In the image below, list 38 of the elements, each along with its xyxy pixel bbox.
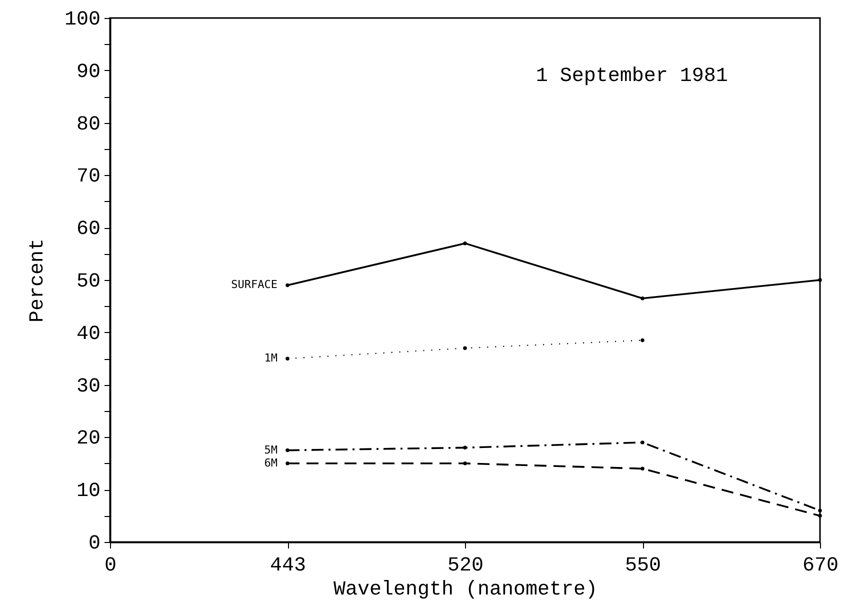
y-tick-label: 40 [76, 322, 100, 346]
series-label: 6M [264, 456, 278, 470]
y-tick-label: 50 [76, 270, 100, 294]
y-tick-label: 30 [76, 375, 100, 398]
point [640, 338, 644, 342]
y-axis-title: Percent [26, 238, 50, 323]
point [463, 241, 467, 246]
y-tick-label: 80 [76, 113, 100, 136]
x-tick-label: 0 [104, 554, 117, 578]
y-tick-label: 70 [76, 166, 100, 189]
y-tick-label: 0 [88, 532, 100, 556]
point [286, 448, 290, 452]
point [640, 466, 644, 471]
series-label: 1M [264, 352, 278, 365]
y-tick-label: 20 [76, 428, 100, 451]
point [818, 508, 822, 512]
x-tick-label: 443 [270, 554, 306, 578]
series-label: SURFACE [231, 278, 278, 292]
y-tick-label: 60 [76, 218, 100, 242]
y-tick-label: 90 [76, 60, 100, 84]
x-tick-label: 670 [802, 554, 839, 578]
point [286, 462, 290, 466]
point [640, 296, 644, 300]
x-tick-label: 550 [624, 554, 662, 578]
annotation: 1 September 1981 [536, 65, 728, 88]
point [286, 356, 290, 360]
series-label: 5M [264, 443, 278, 456]
point [640, 440, 644, 444]
x-axis-title: Wavelength (nanometre) [333, 578, 598, 602]
point [463, 462, 467, 466]
point [818, 514, 822, 518]
point [818, 278, 822, 282]
x-tick-label: 520 [447, 554, 484, 578]
y-tick-label: 100 [64, 8, 100, 32]
point [463, 446, 467, 450]
point [286, 283, 290, 288]
point [463, 346, 467, 350]
y-tick-label: 10 [76, 480, 100, 504]
